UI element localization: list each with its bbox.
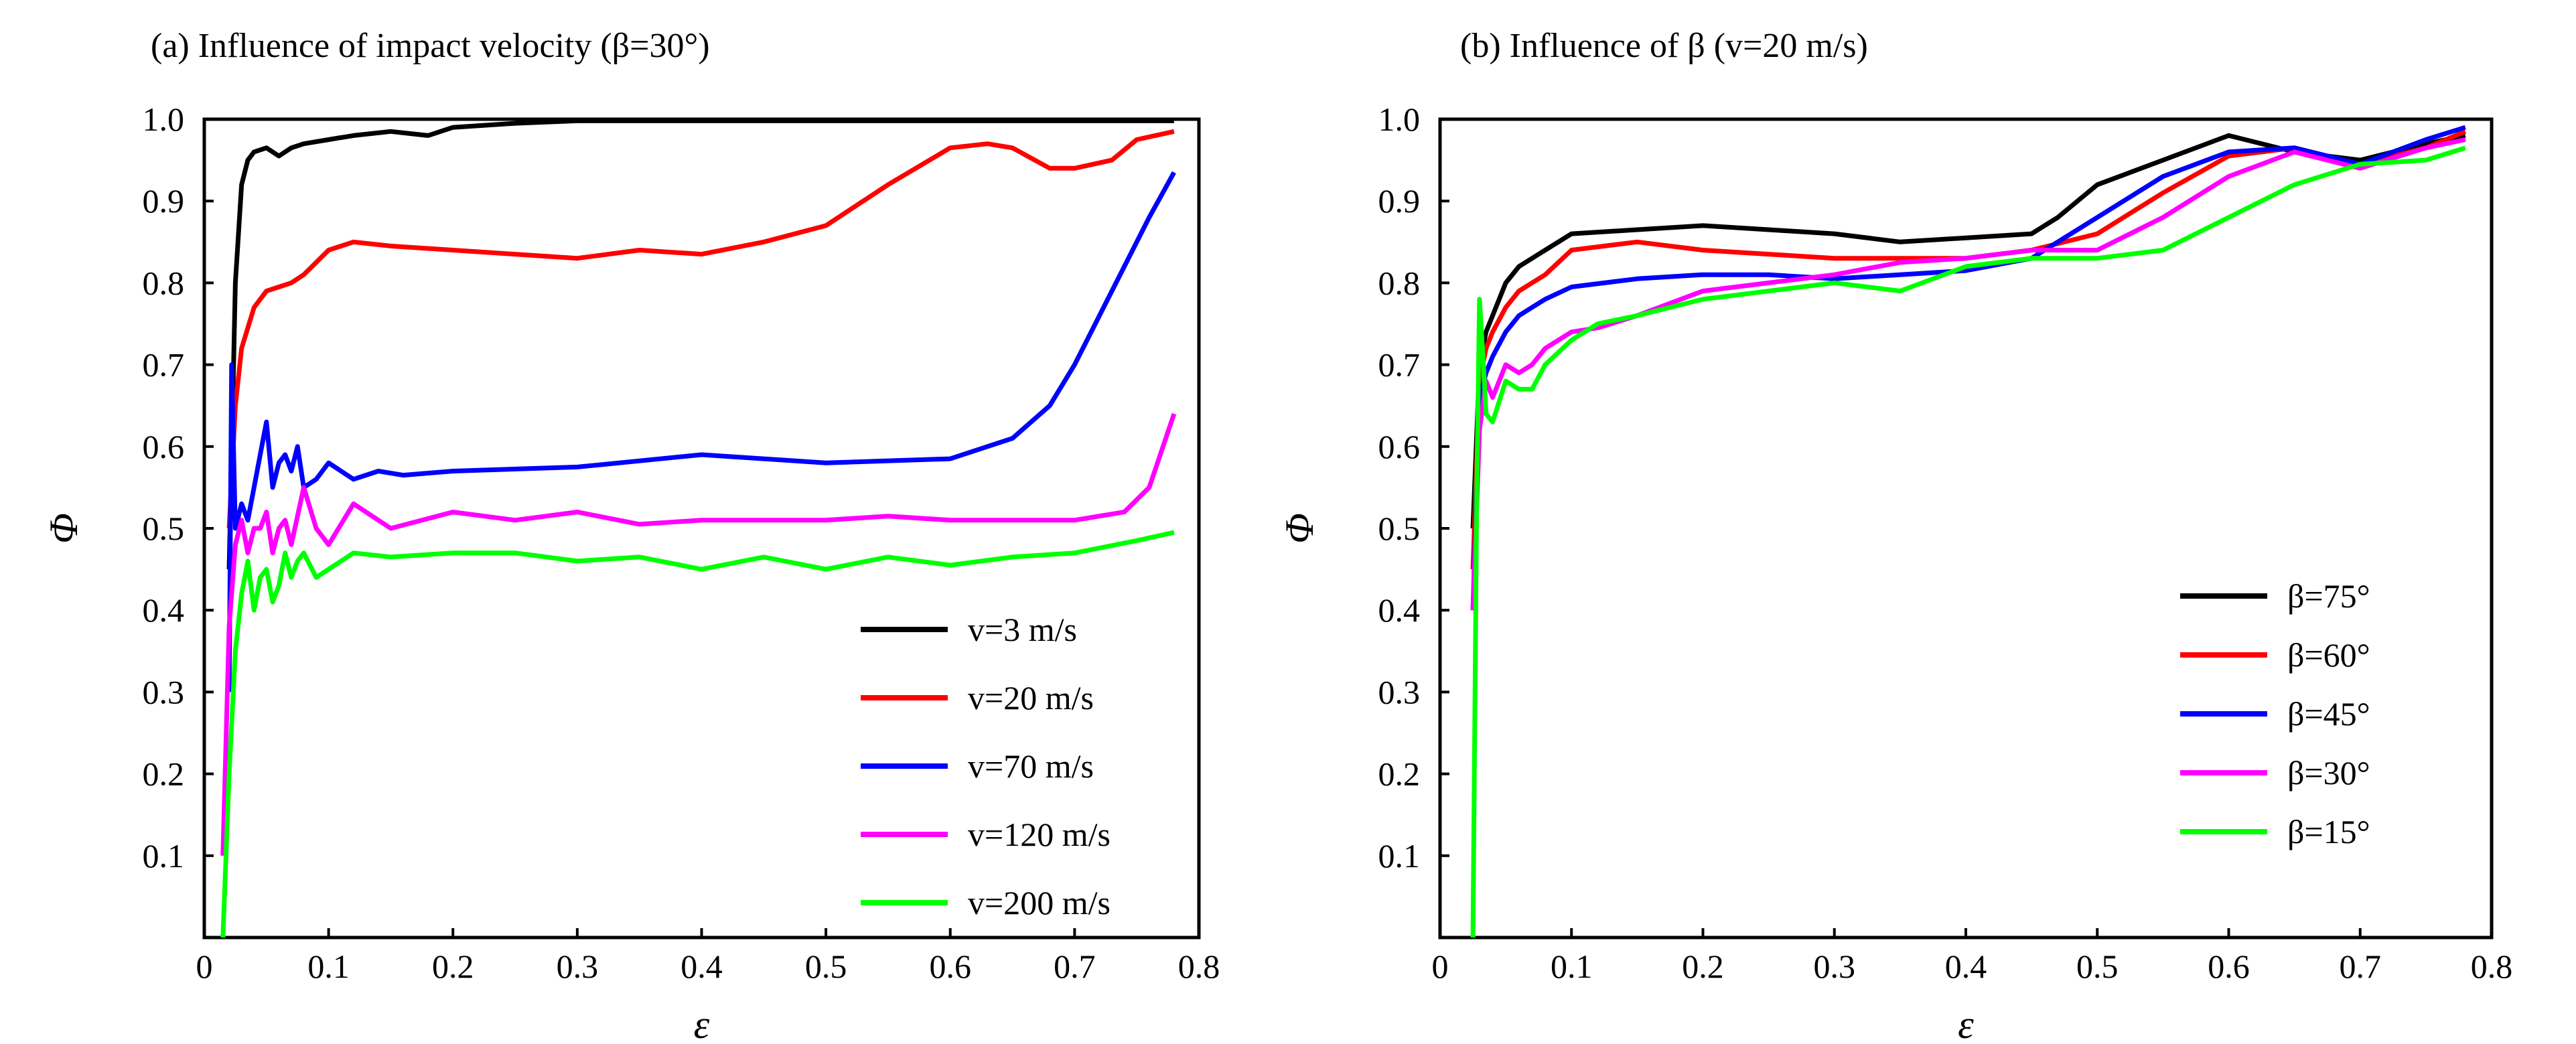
x-tick-label: 0.6 [930,948,972,985]
series-line-3 [1470,125,2466,611]
y-tick-label: 0.4 [143,591,185,629]
chart-a-y-axis-label: Φ [42,513,86,544]
series-line-5 [1470,145,2466,938]
x-tick-label: 0.7 [1054,948,1096,985]
series-line-3 [226,171,1176,692]
x-tick-label: 0.5 [805,948,847,985]
x-tick-label: 0.4 [1945,948,1987,985]
legend-label: v=20 m/s [968,679,1094,717]
series-line-4 [220,413,1177,856]
y-tick-label: 1.0 [143,100,185,138]
y-tick-label: 0.9 [1378,182,1421,220]
chart-a-x-axis-label: ε [694,1002,710,1044]
legend-label: β=15° [2287,813,2370,850]
chart-b-title: (b) Influence of β (v=20 m/s) [1460,27,1868,65]
chart-b-legend: β=75° β=60° β=45° β=30° β=15° [2180,577,2370,850]
chart-b-ticks: 0 0.1 0.2 0.3 0.4 0.5 0.6 0.7 0.8 0.1 0.2 0.3 0.4 0.5… [1378,100,2513,985]
series-line-4 [1470,137,2466,611]
y-tick-label: 1.0 [1378,100,1421,138]
legend-label: β=45° [2287,695,2370,733]
series-line-1 [1470,133,2466,529]
y-tick-label: 0.9 [143,182,185,220]
chart-a-legend: v=3 m/s v=20 m/s v=70 m/s v=120 m/s v=200 m/… [861,611,1111,921]
legend-label: v=120 m/s [968,816,1111,853]
y-tick-label: 0.7 [143,346,185,384]
y-tick-label: 0.6 [1378,428,1421,465]
chart-b-y-axis-label: Φ [1277,513,1321,544]
y-tick-label: 0.2 [1378,755,1421,793]
x-tick-label: 0 [196,948,213,985]
x-tick-label: 0.5 [2076,948,2119,985]
y-tick-label: 0.3 [143,673,185,711]
legend-label: β=75° [2287,577,2370,615]
series-line-2 [1470,129,2467,570]
chart-b-lines [1470,125,2467,938]
y-tick-label: 0.1 [1378,837,1421,875]
legend-label: β=60° [2287,636,2370,674]
chart-b-x-axis-label: ε [1958,1002,1974,1044]
chart-b: (b) Influence of β (v=20 m/s) 0 0.1 0.2 0.3… [1277,27,2512,1044]
series-line-1 [226,118,1174,570]
y-tick-label: 0.8 [1378,264,1421,301]
y-tick-label: 0.2 [143,755,185,793]
y-tick-label: 0.5 [143,510,185,547]
x-tick-label: 0.1 [307,948,350,985]
y-tick-label: 0.4 [1378,591,1421,629]
chart-a-lines [220,118,1177,938]
legend-label: v=200 m/s [968,884,1111,921]
x-tick-label: 0.3 [1814,948,1856,985]
y-tick-label: 0.7 [1378,346,1421,384]
y-tick-label: 0.1 [143,837,185,875]
x-tick-label: 0.2 [432,948,474,985]
y-tick-label: 0.3 [1378,673,1421,711]
y-tick-label: 0.8 [143,264,185,301]
x-tick-label: 0.6 [2208,948,2250,985]
y-tick-label: 0.6 [143,428,185,465]
x-tick-label: 0.4 [681,948,723,985]
x-tick-label: 0.8 [2471,948,2513,985]
legend-label: β=30° [2287,754,2370,792]
y-tick-label: 0.5 [1378,510,1421,547]
chart-a: (a) Influence of impact velocity (β=30°)… [42,27,1220,1044]
legend-label: v=70 m/s [968,747,1094,785]
x-tick-label: 0.1 [1551,948,1593,985]
chart-a-title: (a) Influence of impact velocity (β=30°) [151,27,710,65]
legend-label: v=3 m/s [968,611,1077,648]
x-tick-label: 0.2 [1682,948,1724,985]
x-tick-label: 0.8 [1178,948,1220,985]
series-line-2 [226,129,1175,529]
x-tick-label: 0 [1432,948,1449,985]
series-line-5 [220,530,1175,938]
chart-a-ticks: 0 0.1 0.2 0.3 0.4 0.5 0.6 0.7 0.8 0.1 0.2 0.3 0.4 0.5… [143,100,1220,985]
x-tick-label: 0.3 [557,948,599,985]
x-tick-label: 0.7 [2340,948,2382,985]
